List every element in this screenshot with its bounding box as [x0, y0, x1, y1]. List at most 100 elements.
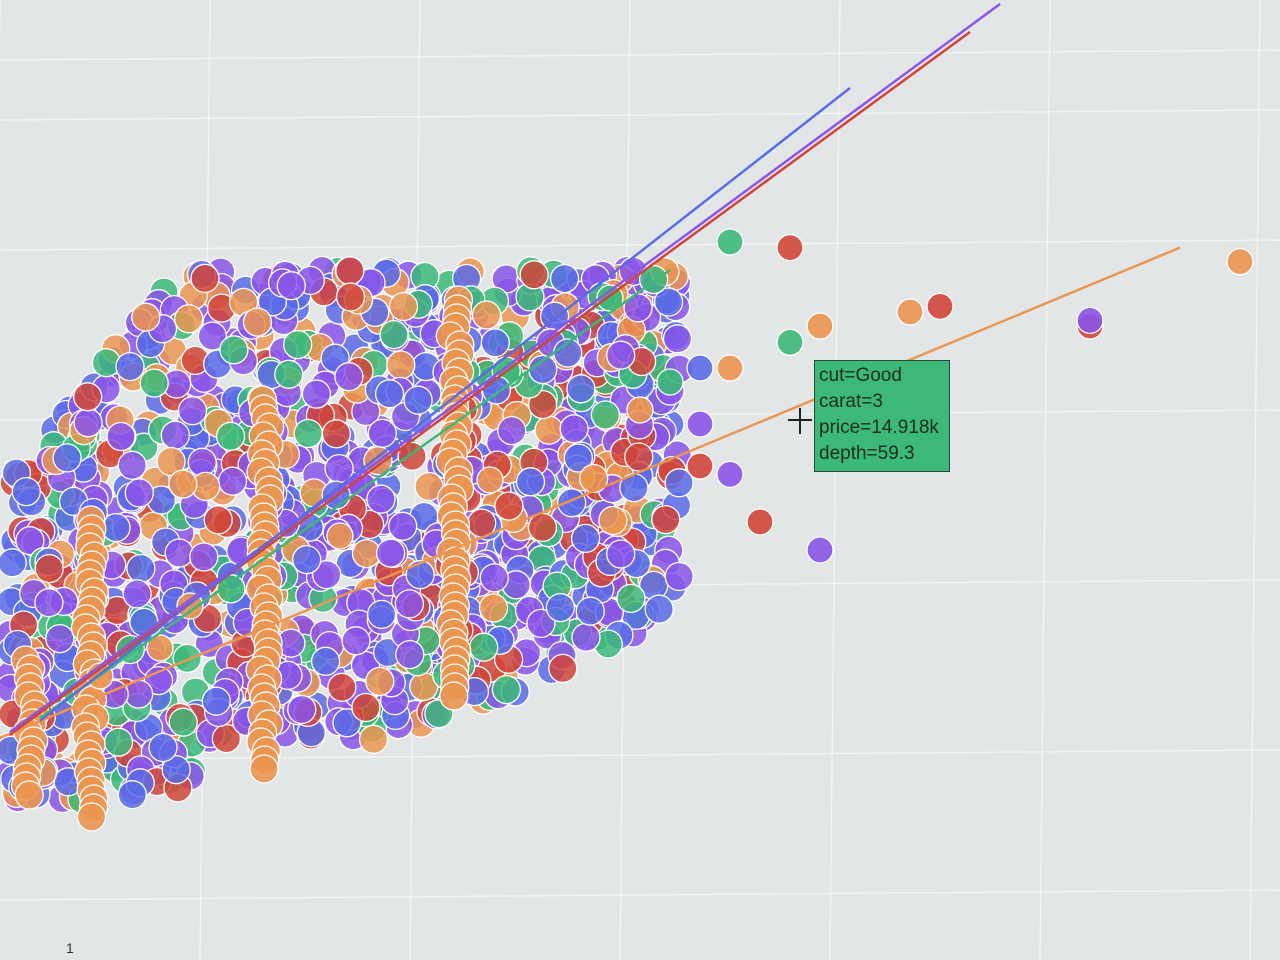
scatter-point[interactable]	[746, 508, 774, 536]
scatter-point[interactable]	[776, 328, 804, 356]
scatter-point[interactable]	[686, 452, 714, 480]
scatter-point[interactable]	[14, 780, 44, 810]
scatter-point[interactable]	[616, 583, 646, 614]
scatter-point[interactable]	[358, 724, 389, 754]
scatter-point[interactable]	[662, 324, 693, 354]
scatter-point[interactable]	[174, 304, 204, 334]
scatter-point[interactable]	[494, 491, 524, 521]
scatter-point[interactable]	[117, 450, 147, 480]
scatter-point[interactable]	[366, 484, 396, 514]
scatter-point[interactable]	[115, 351, 145, 382]
scatter-point[interactable]	[292, 544, 322, 575]
scatter-point[interactable]	[563, 443, 593, 473]
scatter-point[interactable]	[187, 447, 217, 477]
scatter-point[interactable]	[623, 293, 653, 323]
scatter-point[interactable]	[276, 271, 306, 301]
scatter-point[interactable]	[172, 643, 202, 674]
scatter-point[interactable]	[395, 639, 425, 670]
scatter-point[interactable]	[379, 319, 409, 350]
scatter-point[interactable]	[469, 632, 499, 662]
scatter-point[interactable]	[686, 410, 714, 438]
scatter-point[interactable]	[405, 560, 435, 590]
scatter-point[interactable]	[124, 478, 154, 508]
scatter-point[interactable]	[806, 312, 834, 340]
scatter-point[interactable]	[203, 505, 233, 535]
scatter-point[interactable]	[283, 329, 313, 360]
scatter-point[interactable]	[478, 593, 509, 623]
scatter-point[interactable]	[335, 282, 366, 312]
scatter-point[interactable]	[375, 538, 406, 568]
scatter-point[interactable]	[776, 233, 804, 262]
scatter-point[interactable]	[1076, 306, 1104, 335]
scatter-point[interactable]	[716, 228, 744, 256]
scatter-point[interactable]	[394, 589, 425, 619]
scatter-point[interactable]	[664, 561, 694, 592]
scatter-point[interactable]	[45, 623, 75, 654]
scatter-point[interactable]	[519, 260, 549, 290]
scatter-point[interactable]	[716, 460, 744, 489]
scatter-point[interactable]	[480, 328, 510, 358]
scatter-point[interactable]	[103, 727, 134, 757]
scatter-point[interactable]	[606, 340, 636, 370]
scatter-point[interactable]	[366, 599, 397, 630]
scatter-point[interactable]	[168, 469, 198, 499]
scatter-point[interactable]	[716, 354, 744, 382]
scatter-point[interactable]	[122, 579, 152, 609]
scatter-point[interactable]	[664, 468, 694, 498]
scatter-point[interactable]	[497, 415, 527, 446]
scatter-point[interactable]	[34, 553, 64, 584]
scatter-point[interactable]	[327, 672, 357, 702]
scatter-point[interactable]	[73, 408, 103, 438]
scatter-point[interactable]	[515, 467, 546, 497]
scatter-point[interactable]	[189, 542, 219, 572]
scatter-point[interactable]	[335, 256, 365, 286]
scatter-point[interactable]	[139, 368, 169, 398]
scatter-point[interactable]	[624, 442, 654, 472]
scatter-point[interactable]	[351, 692, 381, 723]
scatter-point[interactable]	[34, 588, 64, 618]
scatter-point[interactable]	[367, 418, 397, 448]
scatter-point[interactable]	[686, 354, 714, 382]
scatter-point[interactable]	[388, 291, 419, 322]
scatter-point[interactable]	[526, 608, 556, 639]
scatter-point[interactable]	[545, 592, 576, 623]
scatter-point[interactable]	[131, 302, 161, 332]
scatter-point[interactable]	[52, 443, 82, 473]
scatter-point[interactable]	[471, 300, 502, 330]
scatter-point[interactable]	[242, 307, 273, 337]
scatter-point[interactable]	[15, 526, 45, 556]
scatter-point[interactable]	[219, 335, 249, 365]
scatter-point[interactable]	[557, 488, 587, 518]
scatter-point[interactable]	[559, 414, 589, 444]
scatter-point[interactable]	[476, 466, 504, 494]
scatter-point[interactable]	[301, 379, 332, 409]
scatter-point[interactable]	[548, 653, 578, 684]
scatter-point[interactable]	[374, 379, 405, 409]
scatter-point[interactable]	[806, 536, 834, 564]
scatter-point[interactable]	[76, 802, 107, 832]
scatter-point[interactable]	[249, 754, 279, 784]
scatter-point[interactable]	[590, 400, 621, 430]
scatter-point[interactable]	[575, 596, 605, 626]
scatter-point[interactable]	[73, 382, 103, 412]
scatter-point[interactable]	[190, 263, 220, 294]
scatter-point[interactable]	[365, 666, 395, 697]
scatter-point[interactable]	[164, 538, 194, 568]
scatter-point[interactable]	[896, 298, 924, 326]
scatter-point[interactable]	[0, 548, 27, 578]
scatter-point[interactable]	[534, 415, 564, 445]
scatter-point[interactable]	[146, 634, 174, 662]
scatter-point[interactable]	[126, 553, 156, 584]
scatter-point[interactable]	[310, 646, 341, 676]
scatter-point[interactable]	[197, 321, 228, 351]
scatter-point[interactable]	[312, 560, 342, 590]
scatter-point[interactable]	[168, 707, 198, 737]
scatter-point[interactable]	[651, 504, 681, 535]
scatter-point[interactable]	[491, 674, 522, 705]
scatter-point[interactable]	[334, 362, 364, 392]
scatter-point[interactable]	[216, 574, 246, 604]
scatter-point[interactable]	[201, 686, 231, 716]
scatter-point[interactable]	[274, 359, 304, 389]
scatter-point[interactable]	[403, 385, 433, 415]
scatter-point[interactable]	[549, 263, 580, 294]
